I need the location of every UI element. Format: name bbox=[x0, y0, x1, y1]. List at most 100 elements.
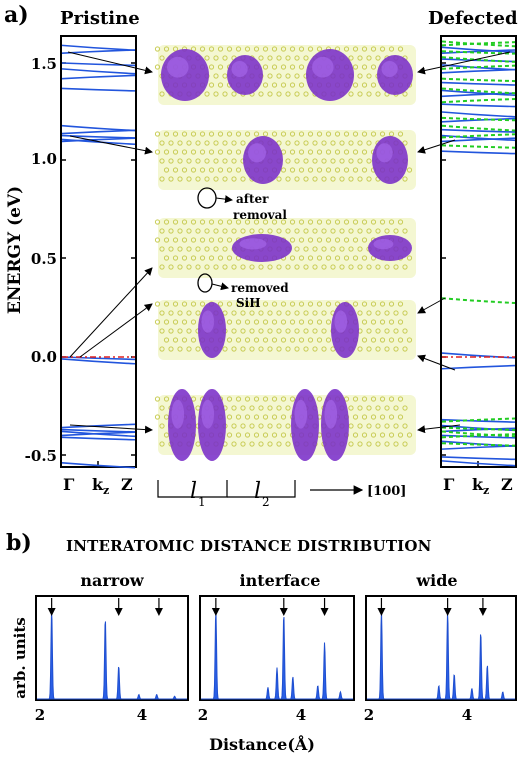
band-line bbox=[61, 44, 136, 51]
band-line bbox=[441, 460, 516, 467]
defect-band-line bbox=[441, 433, 516, 439]
direction-label: [100] bbox=[367, 484, 406, 499]
band-line bbox=[441, 418, 516, 423]
charge-density-isosurface bbox=[377, 55, 413, 95]
distribution-curve bbox=[367, 609, 515, 700]
charge-density-isosurface bbox=[198, 302, 226, 358]
l2-label: l bbox=[254, 479, 261, 504]
band-line bbox=[61, 462, 136, 469]
band-line bbox=[61, 358, 136, 365]
defect-band-line bbox=[441, 430, 516, 438]
band-line bbox=[441, 456, 516, 461]
band-line bbox=[441, 434, 516, 439]
length-brackets bbox=[157, 480, 296, 498]
y-tick-0-0: 0.0 bbox=[31, 348, 57, 366]
band-line bbox=[441, 150, 516, 155]
distribution-ylabel: arb. units bbox=[11, 617, 29, 698]
defect-band-line bbox=[441, 41, 516, 47]
charge-density-isosurface bbox=[291, 389, 319, 461]
band-line bbox=[441, 128, 516, 133]
x-tick-2-mid: 2 bbox=[198, 706, 208, 724]
defect-band-line bbox=[441, 426, 516, 431]
y-tick-0-5: 0.5 bbox=[31, 250, 57, 268]
band-line bbox=[441, 364, 516, 370]
band-line bbox=[441, 445, 516, 450]
charge-density-isosurface bbox=[198, 389, 226, 461]
distribution-frame bbox=[35, 595, 189, 701]
kpoint-Z-left: Z bbox=[121, 475, 133, 494]
removed-label: removed bbox=[231, 281, 289, 295]
band-line bbox=[441, 111, 516, 118]
charge-density-isosurface bbox=[232, 234, 292, 262]
kpoint-z-sub-right: z bbox=[483, 484, 489, 497]
structure-images bbox=[154, 45, 416, 461]
band-line bbox=[61, 62, 136, 67]
panel-b-label: b) bbox=[6, 530, 32, 556]
structure-row bbox=[154, 130, 416, 190]
removed-sih-circle bbox=[197, 273, 213, 293]
kpoint-z-sub-left: z bbox=[103, 484, 109, 497]
band-line bbox=[61, 436, 136, 441]
distribution-frame bbox=[199, 595, 355, 701]
defect-band-line bbox=[441, 50, 516, 55]
charge-density-isosurface bbox=[168, 389, 196, 461]
after-removal-circle bbox=[197, 187, 217, 209]
defect-band-line bbox=[441, 87, 516, 95]
band-line bbox=[441, 134, 516, 142]
pristine-frame bbox=[60, 35, 137, 468]
removal-label: removal bbox=[233, 208, 287, 222]
l1-label: l bbox=[190, 479, 197, 504]
defect-band-line bbox=[441, 56, 516, 63]
band-line bbox=[441, 46, 516, 53]
band-line bbox=[61, 68, 136, 75]
defect-band-line bbox=[441, 417, 516, 423]
pristine-bands bbox=[61, 44, 136, 469]
band-line bbox=[441, 68, 516, 74]
kpoint-gamma-right: Γ bbox=[443, 475, 455, 494]
y-tick-labels: 1.5 1.0 0.5 0.0 -0.5 bbox=[25, 55, 57, 465]
charge-density-isosurface bbox=[331, 302, 359, 358]
band-line bbox=[61, 431, 136, 437]
distance-xlabel: Distance(Å) bbox=[209, 733, 315, 754]
band-line bbox=[441, 89, 516, 97]
kpoint-k-left: k bbox=[92, 475, 104, 494]
defect-band-line bbox=[441, 442, 516, 447]
charge-density-isosurface bbox=[372, 136, 408, 184]
subplot-title-narrow: narrow bbox=[80, 571, 145, 590]
band-line bbox=[61, 124, 136, 132]
x-tick-2-right: 2 bbox=[364, 706, 374, 724]
band-line bbox=[61, 356, 136, 361]
y-tick-neg-0-5: -0.5 bbox=[25, 447, 57, 465]
band-line bbox=[61, 49, 136, 54]
band-line bbox=[61, 129, 136, 135]
l1-sub: 1 bbox=[198, 495, 206, 509]
x-tick-4-left: 4 bbox=[137, 706, 147, 724]
y-tick-1-5: 1.5 bbox=[31, 55, 57, 73]
defect-band-line bbox=[441, 116, 516, 122]
band-line bbox=[61, 74, 136, 80]
defect-band-line bbox=[441, 297, 516, 304]
distribution-plots bbox=[35, 595, 517, 701]
charge-density-isosurface bbox=[227, 55, 263, 95]
defect-band-line bbox=[441, 124, 516, 132]
band-line bbox=[441, 49, 516, 54]
subplot-title-interface: interface bbox=[240, 571, 321, 590]
charge-density-isosurface bbox=[368, 235, 412, 261]
subplot-title-wide: wide bbox=[415, 571, 457, 590]
charge-density-isosurface bbox=[161, 49, 209, 101]
defect-band-line bbox=[441, 133, 516, 139]
charge-density-isosurface bbox=[306, 49, 354, 101]
panel-a-label: a) bbox=[4, 2, 29, 28]
x-tick-4-mid: 4 bbox=[296, 706, 306, 724]
band-line bbox=[61, 423, 136, 429]
x-tick-4-right: 4 bbox=[462, 706, 472, 724]
kpoint-k-right: k bbox=[472, 475, 484, 494]
sih-label: SiH bbox=[236, 296, 261, 310]
structure-row bbox=[154, 45, 416, 105]
charge-density-isosurface bbox=[243, 136, 283, 184]
structure-row bbox=[154, 300, 416, 360]
pristine-title: Pristine bbox=[60, 8, 140, 29]
kpoint-gamma-left: Γ bbox=[63, 475, 75, 494]
distribution-frame bbox=[365, 595, 517, 701]
band-line bbox=[61, 137, 136, 143]
